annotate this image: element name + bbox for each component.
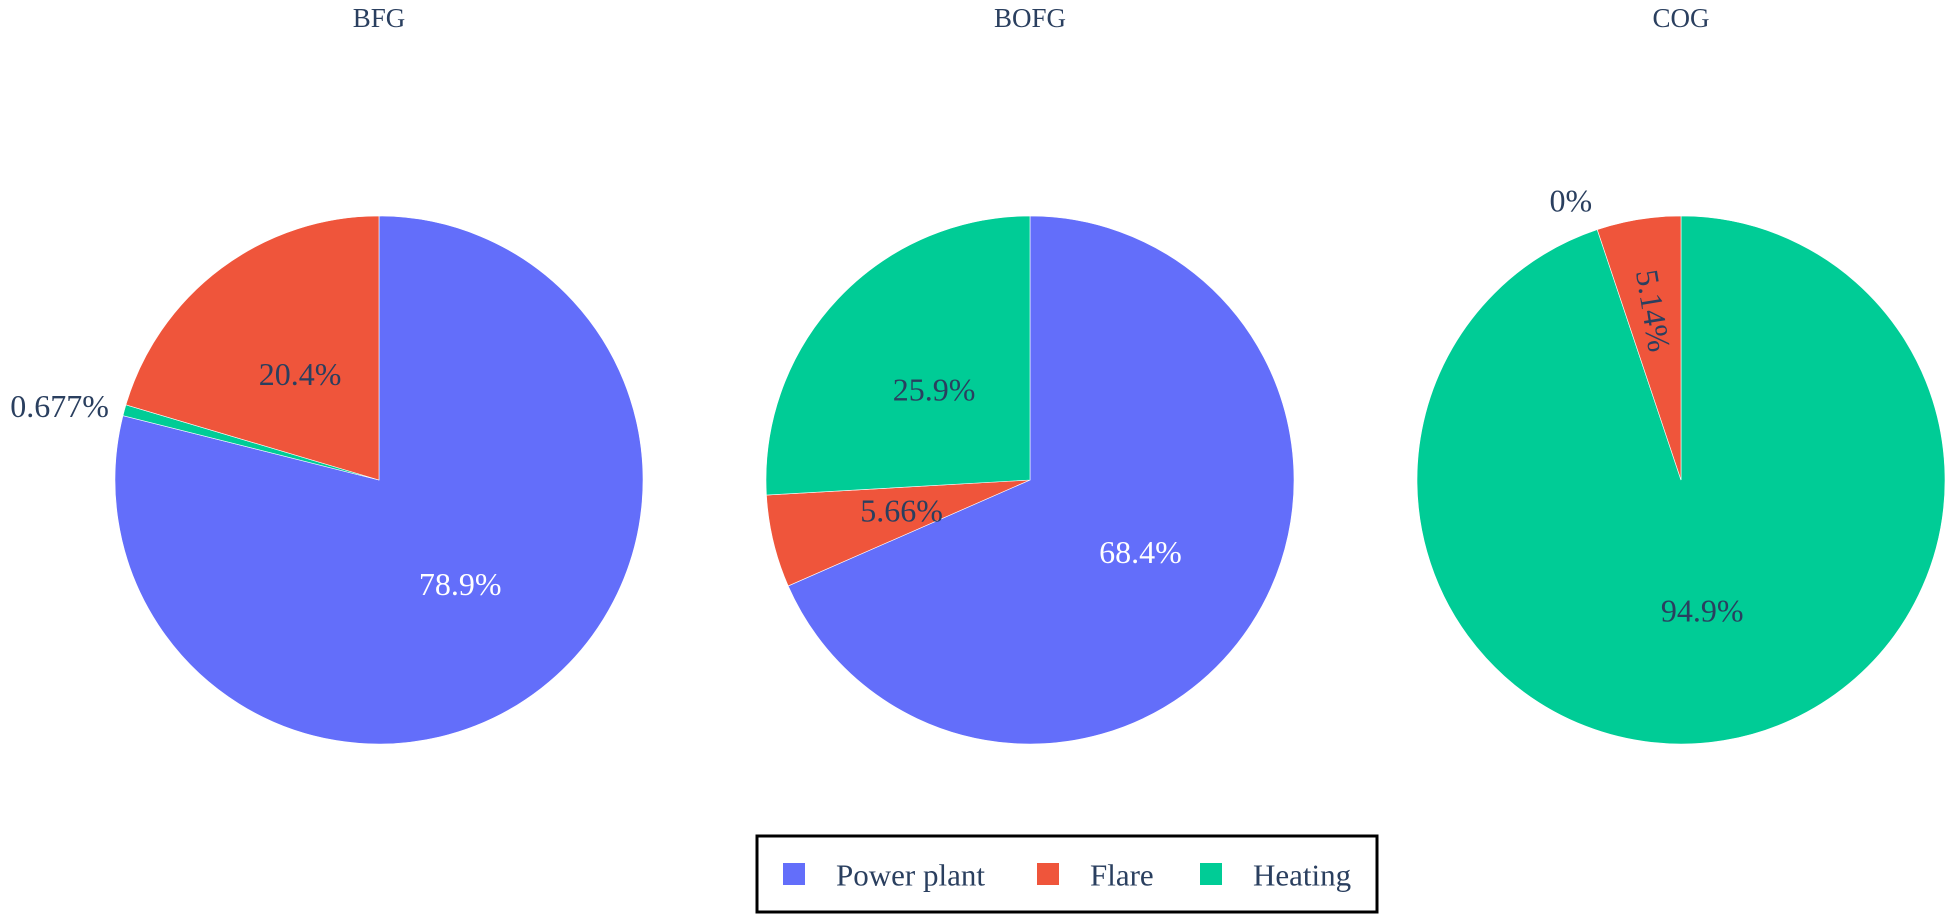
pie-bofg: BOFG 68.4% 5.66% 25.9%: [765, 3, 1295, 745]
legend-box: [755, 834, 1379, 914]
pie-label-cog-power-plant: 0%: [1550, 182, 1593, 218]
legend: Power plant Flare Heating: [755, 834, 1379, 914]
pie-slice-bofg-heating: [765, 215, 1031, 496]
legend-label-power-plant: Power plant: [836, 858, 985, 893]
pie-label-bfg-heating: 0.677%: [10, 388, 109, 424]
pie-title-bfg: BFG: [353, 3, 406, 33]
legend-swatch-heating: [1200, 863, 1222, 885]
pie-slice-bfg-flare: [125, 215, 380, 481]
legend-item-flare[interactable]: Flare: [1037, 858, 1154, 893]
pie-slice-bofg-power-plant: [787, 215, 1295, 745]
legend-swatch-flare: [1037, 863, 1059, 885]
legend-item-heating[interactable]: Heating: [1200, 858, 1351, 893]
pie-label-bofg-heating: 25.9%: [893, 371, 976, 407]
legend-label-flare: Flare: [1090, 858, 1154, 893]
pie-bfg: BFG 78.9% 0.677% 20.4%: [10, 3, 644, 745]
pie-label-bfg-power-plant: 78.9%: [419, 566, 502, 602]
legend-item-power-plant[interactable]: Power plant: [783, 858, 985, 893]
pie-label-bofg-flare: 5.66%: [860, 493, 943, 529]
pie-label-bofg-power-plant: 68.4%: [1099, 534, 1182, 570]
pie-label-bfg-flare: 20.4%: [259, 356, 342, 392]
pie-label-cog-heating: 94.9%: [1661, 592, 1744, 628]
legend-swatch-power-plant: [783, 863, 805, 885]
legend-label-heating: Heating: [1253, 858, 1351, 893]
pie-title-bofg: BOFG: [994, 3, 1066, 33]
pie-slice-cog-flare: [1596, 215, 1682, 481]
pie-slice-bfg-power-plant: [114, 215, 644, 745]
pie-title-cog: COG: [1652, 3, 1709, 33]
